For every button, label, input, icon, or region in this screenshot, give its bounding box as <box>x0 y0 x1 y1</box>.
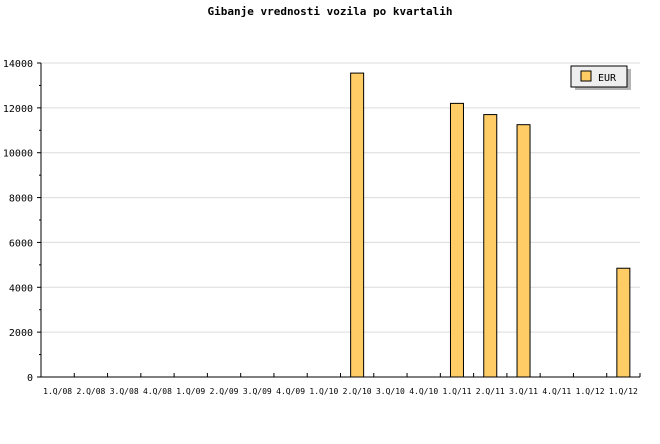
x-tick-label: 4.Q/11 <box>542 387 571 396</box>
bar <box>516 124 531 378</box>
bar <box>449 102 464 378</box>
x-tick-label: 2.Q/11 <box>476 387 505 396</box>
legend: EUR <box>570 65 631 90</box>
y-tick-label: 6000 <box>9 238 33 249</box>
legend-swatch <box>580 70 592 82</box>
x-tick-label: 3.Q/11 <box>509 387 538 396</box>
bar <box>483 114 498 378</box>
bar <box>616 267 631 378</box>
legend-label: EUR <box>598 73 617 84</box>
x-tick-label: 2.Q/10 <box>343 387 372 396</box>
y-tick-label: 12000 <box>3 104 33 115</box>
x-tick-label: 4.Q/08 <box>143 387 172 396</box>
y-tick-label: 8000 <box>9 194 33 205</box>
bar <box>350 72 365 378</box>
y-tick-label: 2000 <box>9 328 33 339</box>
x-tick-label: 1.Q/10 <box>309 387 338 396</box>
x-tick-label: 3.Q/08 <box>110 387 139 396</box>
y-tick-label: 14000 <box>3 59 33 70</box>
x-tick-label: 2.Q/08 <box>76 387 105 396</box>
x-tick-label: 4.Q/09 <box>276 387 305 396</box>
x-tick-label: 1.Q/12 <box>576 387 605 396</box>
x-tick-label: 1.Q/08 <box>43 387 72 396</box>
x-tick-label: 3.Q/10 <box>376 387 405 396</box>
y-tick-label: 4000 <box>9 283 33 294</box>
y-tick-label: 10000 <box>3 149 33 160</box>
axes <box>37 62 641 378</box>
x-tick-label: 2.Q/09 <box>210 387 239 396</box>
x-tick-label: 1.Q/12 <box>609 387 638 396</box>
x-tick-label: 1.Q/11 <box>443 387 472 396</box>
x-tick-label: 4.Q/10 <box>409 387 438 396</box>
y-tick-label: 0 <box>27 373 33 384</box>
gridlines <box>41 62 640 333</box>
y-tick-labels: 0 2000 4000 6000 8000 10000 12000 14000 <box>3 59 33 384</box>
x-tick-label: 3.Q/09 <box>243 387 272 396</box>
chart-title: Gibanje vrednosti vozila po kvartalih <box>207 5 452 18</box>
bars <box>350 72 631 378</box>
x-tick-label: 1.Q/09 <box>176 387 205 396</box>
x-tick-labels: 1.Q/08 2.Q/08 3.Q/08 4.Q/08 1.Q/09 2.Q/09 3.Q/… <box>43 387 638 396</box>
